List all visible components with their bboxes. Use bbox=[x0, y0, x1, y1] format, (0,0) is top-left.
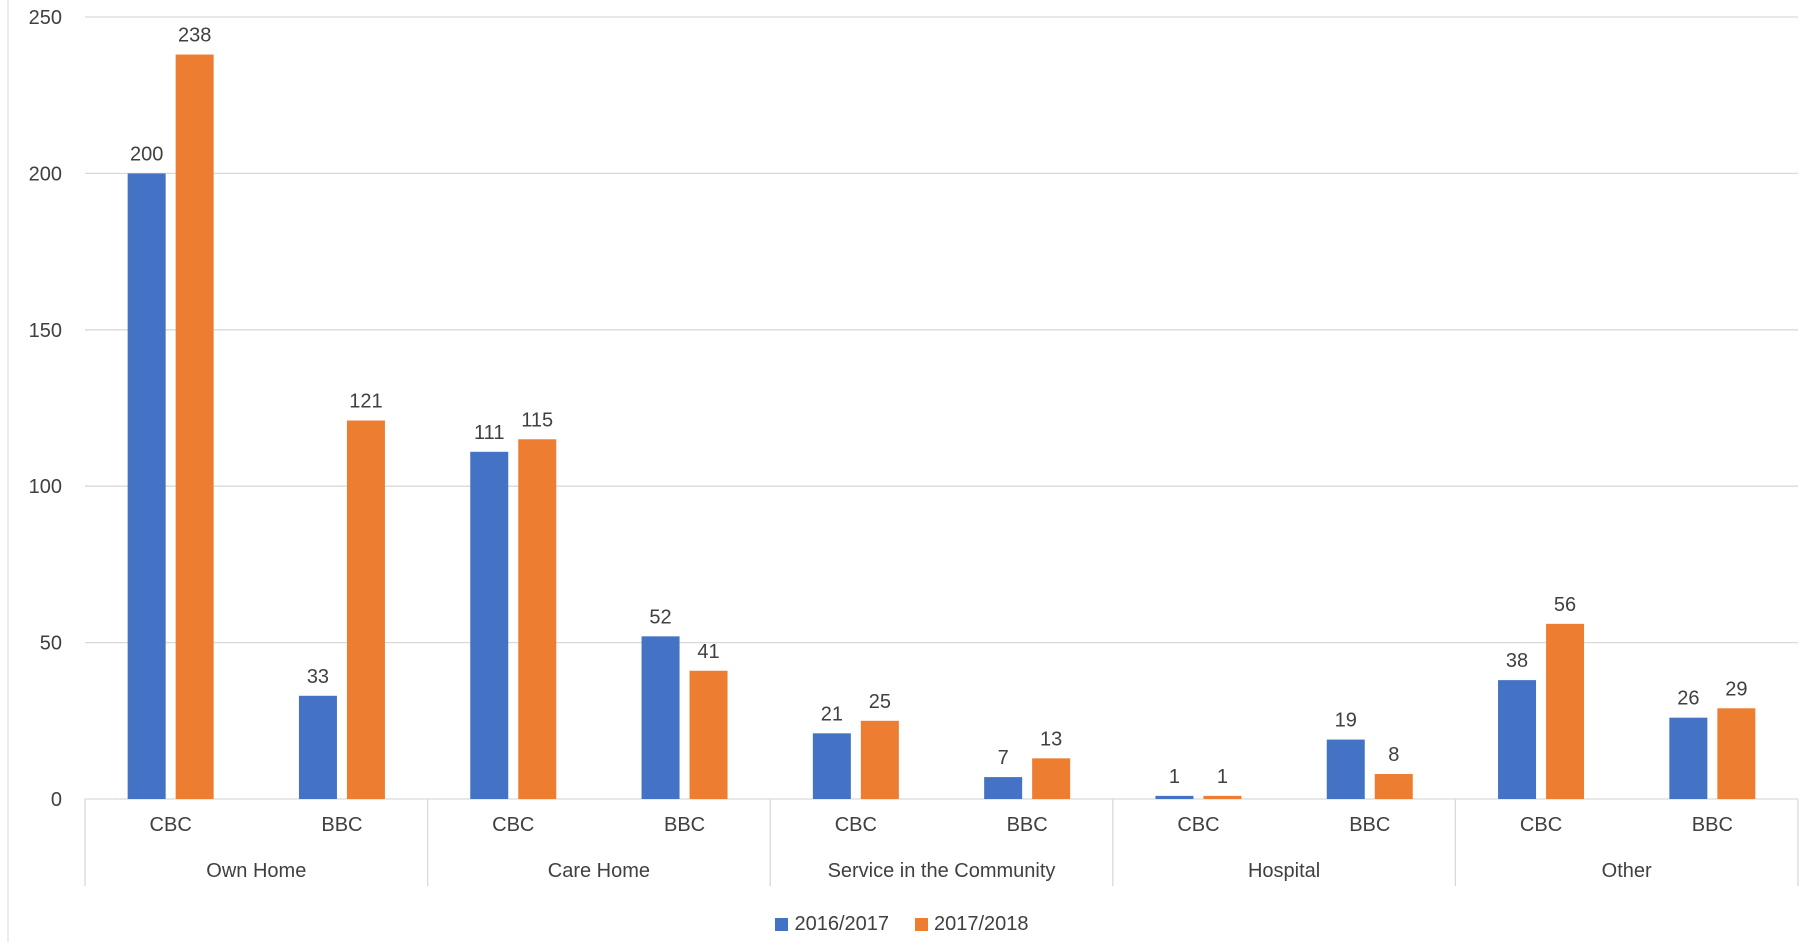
bar bbox=[689, 670, 728, 799]
y-tick-label: 150 bbox=[29, 320, 62, 342]
bar bbox=[1498, 680, 1537, 799]
data-label: 111 bbox=[474, 422, 504, 444]
data-label: 238 bbox=[178, 25, 211, 47]
y-tick-label: 250 bbox=[29, 7, 62, 29]
data-label: 115 bbox=[521, 409, 553, 431]
bar bbox=[470, 451, 509, 799]
data-label: 38 bbox=[1506, 650, 1528, 672]
legend-swatch-series-1 bbox=[775, 918, 789, 931]
data-label: 19 bbox=[1335, 710, 1357, 732]
bar bbox=[641, 636, 680, 799]
x-tick-label: BBC bbox=[1349, 814, 1390, 836]
bar bbox=[812, 733, 851, 799]
data-label: 33 bbox=[307, 666, 329, 688]
x-tick-label: CBC bbox=[492, 814, 534, 836]
data-label: 56 bbox=[1554, 594, 1576, 616]
bar bbox=[127, 173, 166, 799]
x-group-label: Service in the Community bbox=[828, 860, 1056, 882]
x-tick-label: BBC bbox=[1692, 814, 1733, 836]
y-tick-label: 50 bbox=[40, 633, 62, 655]
y-tick-label: 0 bbox=[51, 789, 62, 811]
data-label: 8 bbox=[1388, 744, 1399, 766]
bar bbox=[518, 439, 557, 799]
y-tick-label: 100 bbox=[29, 476, 62, 498]
legend: 2016/2017 2017/2018 bbox=[0, 913, 1804, 936]
data-label: 52 bbox=[649, 606, 671, 628]
data-label: 29 bbox=[1725, 678, 1747, 700]
x-tick-label: BBC bbox=[1007, 814, 1048, 836]
bar bbox=[984, 777, 1023, 799]
x-tick-label: CBC bbox=[150, 814, 192, 836]
bar bbox=[1203, 795, 1242, 799]
data-label: 121 bbox=[349, 391, 382, 413]
y-tick-label: 200 bbox=[29, 163, 62, 185]
x-tick-label: CBC bbox=[1177, 814, 1219, 836]
legend-item-series-2: 2017/2018 bbox=[915, 913, 1029, 936]
data-label: 21 bbox=[821, 703, 843, 725]
data-label: 25 bbox=[869, 691, 891, 713]
data-label: 1 bbox=[1217, 766, 1228, 788]
x-tick-label: BBC bbox=[664, 814, 705, 836]
x-group-label: Care Home bbox=[548, 860, 650, 882]
legend-swatch-series-2 bbox=[915, 918, 928, 931]
legend-label-series-1: 2016/2017 bbox=[794, 913, 889, 935]
bar bbox=[1374, 773, 1413, 799]
x-tick-label: CBC bbox=[1520, 814, 1562, 836]
x-group-label: Own Home bbox=[206, 860, 306, 882]
bar bbox=[1326, 739, 1365, 799]
x-tick-label: CBC bbox=[835, 814, 877, 836]
bar bbox=[1032, 758, 1071, 799]
data-label: 41 bbox=[697, 641, 719, 663]
bar bbox=[175, 54, 214, 799]
x-tick-label: BBC bbox=[321, 814, 362, 836]
bar bbox=[298, 695, 337, 799]
data-label: 1 bbox=[1169, 766, 1180, 788]
x-group-label: Hospital bbox=[1248, 860, 1320, 882]
data-label: 26 bbox=[1677, 688, 1699, 710]
bar bbox=[1546, 623, 1585, 799]
data-label: 13 bbox=[1040, 728, 1062, 750]
legend-item-series-1: 2016/2017 bbox=[775, 913, 889, 936]
bar bbox=[346, 420, 385, 799]
bar bbox=[1155, 795, 1194, 799]
bar bbox=[1717, 708, 1756, 799]
data-label: 7 bbox=[998, 747, 1009, 769]
bar bbox=[1669, 717, 1708, 799]
legend-label-series-2: 2017/2018 bbox=[934, 913, 1029, 935]
x-group-label: Other bbox=[1602, 860, 1652, 882]
data-label: 200 bbox=[130, 143, 163, 165]
bar bbox=[860, 720, 899, 799]
